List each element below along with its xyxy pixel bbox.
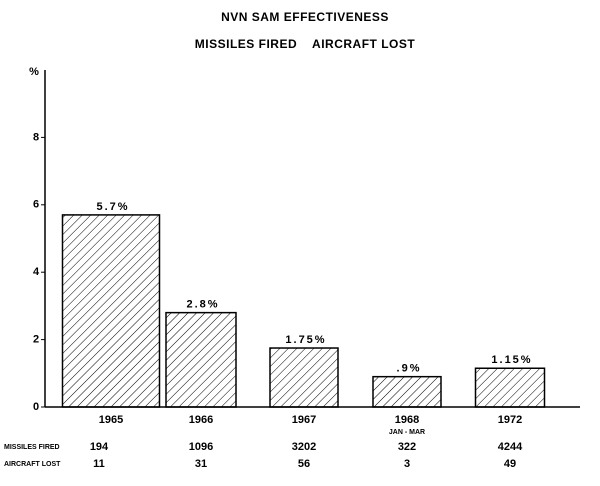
bar: [61, 214, 161, 408]
row-label: AIRCRAFT LOST: [4, 461, 61, 468]
value-label: 1.75%: [285, 334, 326, 346]
bar: [269, 347, 339, 408]
row-value: 322: [398, 441, 416, 453]
x-tick-note: JAN - MAR: [389, 429, 425, 436]
y-tick-label: 2: [33, 334, 39, 346]
y-axis-label: %: [29, 66, 39, 78]
row-value: 11: [93, 458, 105, 470]
value-label: 1.15%: [491, 354, 532, 366]
x-tick-label: 1965: [99, 414, 123, 426]
y-tick-label: 4: [33, 266, 40, 278]
row-value: 194: [90, 441, 109, 453]
y-tick-label: 6: [33, 199, 39, 211]
row-value: 1096: [189, 441, 213, 453]
row-label: MISSILES FIRED: [4, 444, 60, 451]
chart-title: NVN SAM EFFECTIVENESS: [221, 10, 389, 24]
row-value: 3: [404, 458, 410, 470]
row-value: 56: [298, 458, 310, 470]
x-tick-label: 1968: [395, 414, 419, 426]
chart-subtitle: MISSILES FIRED AIRCRAFT LOST: [195, 37, 416, 51]
bar: [474, 367, 546, 408]
row-value: 3202: [292, 441, 316, 453]
y-tick-label: 8: [33, 131, 39, 143]
value-label: 2.8%: [186, 299, 219, 311]
row-value: 31: [195, 458, 207, 470]
row-value: 49: [504, 458, 516, 470]
y-tick-label: 0: [33, 401, 39, 413]
value-label: 5.7%: [96, 201, 129, 213]
x-tick-label: 1967: [292, 414, 316, 426]
x-tick-label: 1966: [189, 414, 213, 426]
row-value: 4244: [498, 441, 523, 453]
bar: [165, 311, 237, 408]
x-tick-label: 1972: [498, 414, 522, 426]
bar: [372, 375, 442, 408]
value-label: .9%: [397, 363, 422, 375]
